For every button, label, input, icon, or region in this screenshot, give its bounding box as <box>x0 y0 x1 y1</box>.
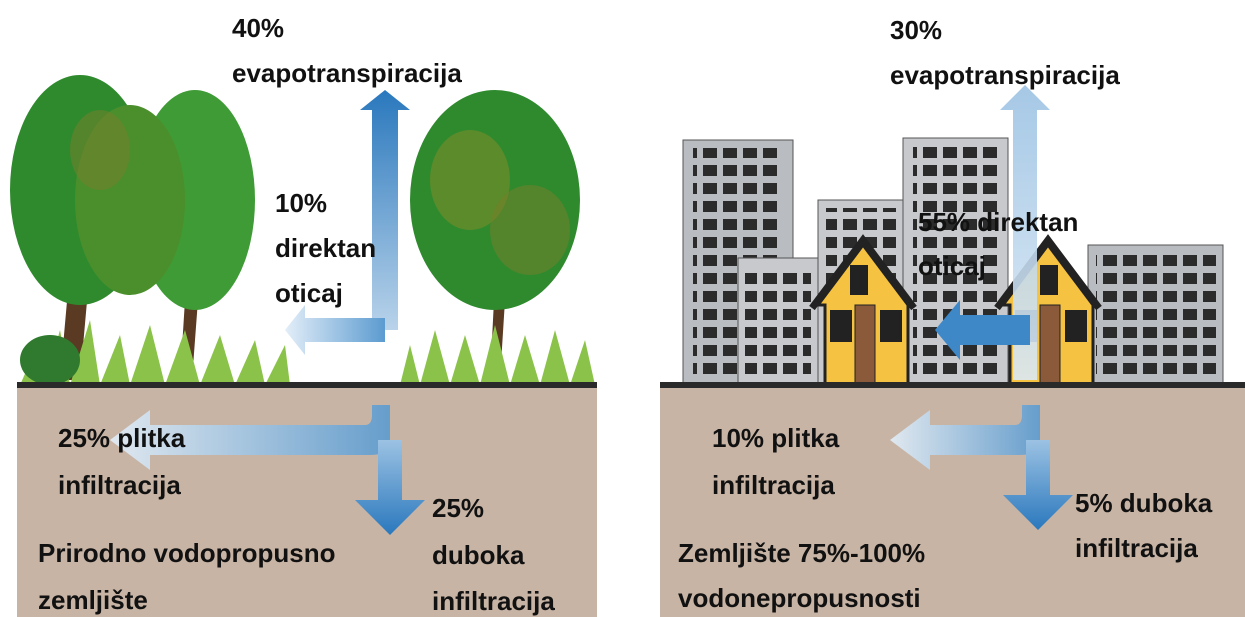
label: 40% <box>232 13 284 43</box>
label: oticaj <box>275 278 343 308</box>
evapotranspiration-arrow <box>360 90 410 330</box>
label: 30% <box>890 15 942 45</box>
label: duboka <box>432 540 525 570</box>
soil <box>17 385 597 617</box>
diagram: 40% evapotranspiracija 10% direktan otic… <box>0 0 1245 617</box>
label: 10% plitka <box>712 423 840 453</box>
label: evapotranspiracija <box>232 58 462 88</box>
label: Prirodno vodopropusno <box>38 538 336 568</box>
runoff-arrow <box>285 305 385 355</box>
label: 10% <box>275 188 327 218</box>
label: evapotranspiracija <box>890 60 1120 90</box>
label: infiltracija <box>712 470 835 500</box>
label: oticaj <box>918 251 986 281</box>
natural-panel <box>10 75 597 617</box>
label: 25% plitka <box>58 423 186 453</box>
label: 55% direktan <box>918 207 1078 237</box>
label: infiltracija <box>432 586 555 616</box>
label: zemljište <box>38 585 148 615</box>
label: 5% duboka <box>1075 488 1213 518</box>
label: 25% <box>432 493 484 523</box>
label: Zemljište 75%-100% <box>678 538 925 568</box>
label: vodonepropusnosti <box>678 583 921 613</box>
label: direktan <box>275 233 376 263</box>
label: infiltracija <box>58 470 181 500</box>
label: infiltracija <box>1075 533 1198 563</box>
